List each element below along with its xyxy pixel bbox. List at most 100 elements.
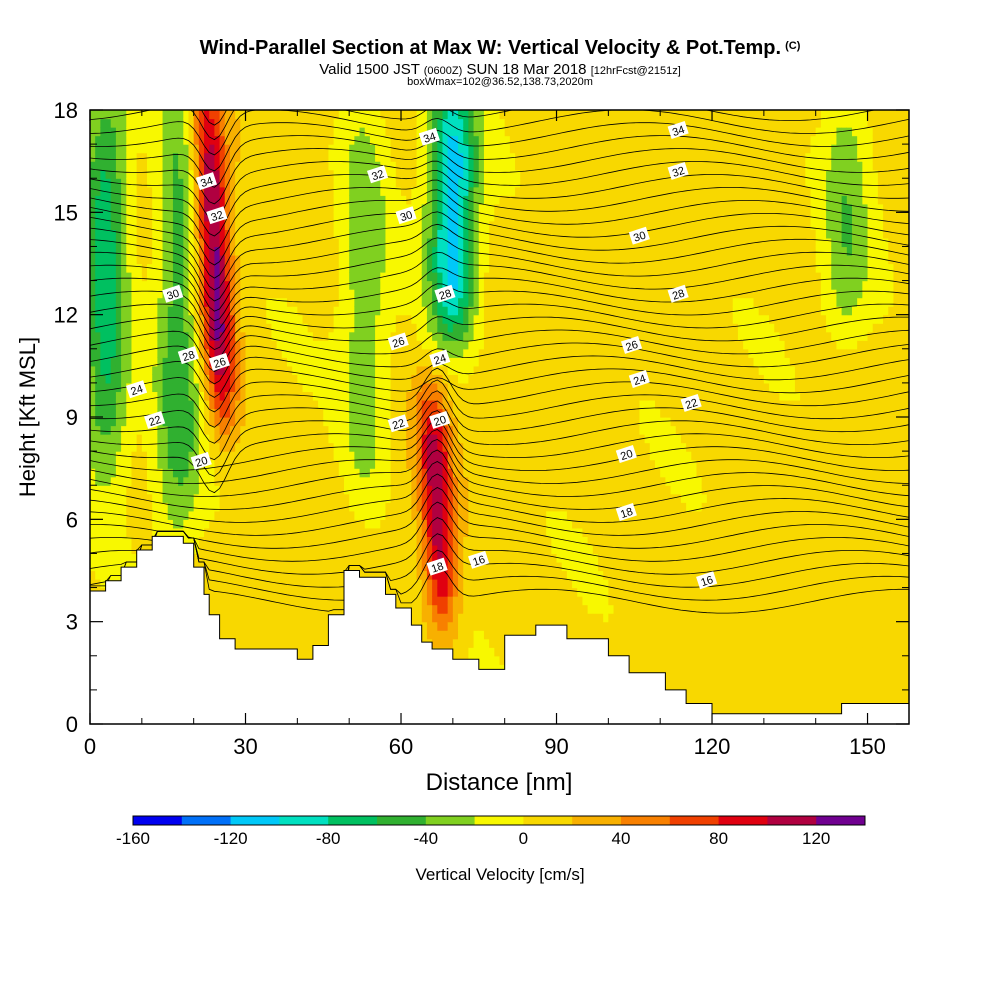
velocity-cell — [219, 195, 226, 205]
velocity-cell — [266, 579, 273, 589]
velocity-cell — [110, 323, 117, 333]
velocity-cell — [271, 169, 278, 179]
velocity-cell — [152, 246, 158, 256]
velocity-cell — [437, 553, 444, 563]
velocity-cell — [323, 604, 330, 614]
velocity-cell — [349, 434, 355, 444]
velocity-cell — [219, 340, 226, 350]
velocity-cell — [442, 246, 449, 256]
velocity-cell — [281, 357, 288, 367]
velocity-cell — [292, 127, 298, 137]
velocity-cell — [318, 493, 324, 503]
velocity-cell — [110, 152, 117, 162]
velocity-cell — [162, 399, 169, 410]
velocity-cell — [328, 493, 335, 503]
velocity-cell — [349, 110, 355, 120]
velocity-cell — [245, 459, 252, 469]
velocity-cell — [286, 434, 293, 444]
velocity-cell — [276, 280, 283, 290]
velocity-cell — [115, 357, 122, 367]
velocity-cell — [95, 519, 101, 529]
velocity-cell — [141, 374, 148, 384]
velocity-cell — [250, 289, 257, 299]
velocity-cell — [442, 229, 449, 239]
velocity-cell — [276, 519, 283, 529]
velocity-cell — [198, 340, 205, 350]
velocity-cell — [193, 382, 200, 393]
velocity-cell — [245, 289, 252, 299]
velocity-cell — [302, 570, 309, 580]
velocity-cell — [369, 553, 376, 563]
velocity-cell — [115, 314, 122, 324]
velocity-cell — [188, 203, 195, 213]
velocity-cell — [235, 459, 241, 469]
velocity-cell — [126, 485, 133, 495]
velocity-cell — [219, 306, 226, 316]
velocity-cell — [235, 169, 241, 179]
velocity-cell — [147, 357, 153, 367]
velocity-cell — [115, 212, 122, 222]
velocity-cell — [328, 417, 335, 427]
velocity-cell — [178, 485, 184, 495]
velocity-cell — [136, 544, 143, 555]
velocity-cell — [105, 391, 112, 401]
velocity-cell — [141, 306, 148, 316]
velocity-cell — [302, 399, 309, 410]
velocity-cell — [172, 272, 179, 282]
velocity-cell — [369, 186, 376, 196]
velocity-cell — [219, 254, 226, 265]
velocity-cell — [375, 348, 381, 358]
velocity-cell — [375, 331, 381, 341]
velocity-cell — [219, 425, 226, 435]
velocity-cell — [229, 408, 236, 418]
velocity-cell — [183, 110, 190, 120]
velocity-cell — [162, 519, 169, 529]
velocity-cell — [255, 263, 262, 273]
velocity-cell — [235, 570, 241, 580]
velocity-cell — [281, 408, 288, 418]
velocity-cell — [401, 553, 407, 563]
velocity-cell — [183, 434, 190, 444]
velocity-cell — [318, 519, 324, 529]
velocity-cell — [136, 297, 143, 307]
velocity-cell — [100, 579, 107, 589]
velocity-cell — [157, 272, 164, 282]
velocity-cell — [219, 493, 226, 503]
velocity-cell — [193, 280, 200, 290]
velocity-cell — [323, 536, 330, 546]
velocity-cell — [276, 553, 283, 563]
velocity-cell — [219, 561, 226, 572]
velocity-cell — [193, 399, 200, 410]
velocity-cell — [235, 382, 241, 393]
velocity-cell — [131, 229, 138, 239]
velocity-cell — [172, 493, 179, 503]
velocity-cell — [100, 323, 107, 333]
velocity-cell — [437, 340, 444, 350]
velocity-cell — [224, 144, 231, 154]
velocity-cell — [271, 110, 278, 120]
velocity-cell — [204, 408, 210, 418]
velocity-cell — [276, 613, 283, 623]
velocity-cell — [250, 220, 257, 230]
velocity-cell — [255, 135, 262, 145]
velocity-cell — [328, 451, 335, 461]
velocity-cell — [426, 587, 433, 597]
velocity-cell — [152, 220, 158, 230]
velocity-cell — [229, 527, 236, 537]
velocity-cell — [312, 178, 319, 188]
velocity-cell — [349, 195, 355, 205]
velocity-cell — [395, 254, 402, 265]
velocity-cell — [266, 127, 273, 137]
velocity-cell — [266, 613, 273, 623]
velocity-cell — [292, 314, 298, 324]
velocity-cell — [115, 493, 122, 503]
velocity-cell — [395, 144, 402, 154]
velocity-cell — [214, 127, 221, 137]
velocity-cell — [214, 306, 221, 316]
velocity-cell — [323, 254, 330, 265]
velocity-cell — [312, 382, 319, 393]
velocity-cell — [416, 272, 423, 282]
velocity-cell — [141, 519, 148, 529]
velocity-cell — [261, 604, 267, 614]
velocity-cell — [390, 493, 397, 503]
